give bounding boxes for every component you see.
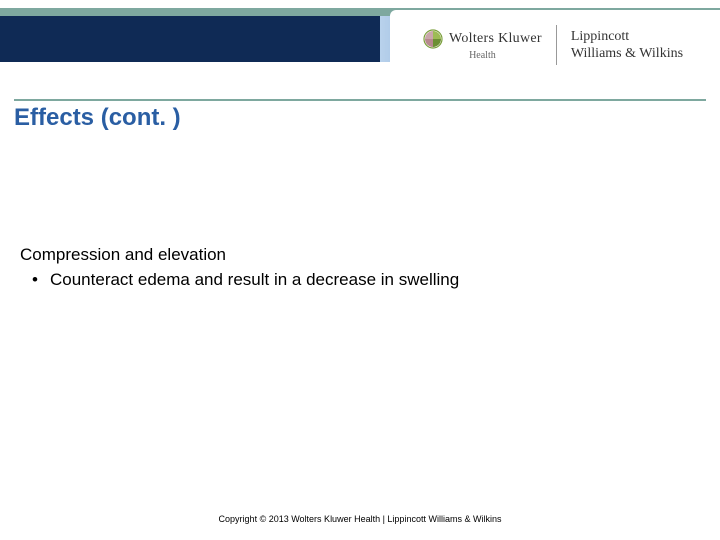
- slide-body: Compression and elevation • Counteract e…: [20, 244, 680, 292]
- copyright-footer: Copyright © 2013 Wolters Kluwer Health |…: [0, 514, 720, 524]
- lippincott-line2: Williams & Wilkins: [571, 45, 683, 63]
- slide-title: Effects (cont. ): [14, 104, 181, 132]
- lippincott-brand: Lippincott Williams & Wilkins: [571, 28, 683, 63]
- lippincott-line1: Lippincott: [571, 28, 683, 46]
- brand-divider: [556, 25, 557, 65]
- title-underline: [14, 99, 706, 101]
- wolters-kluwer-sublabel: Health: [469, 50, 496, 61]
- bullet-text: Counteract edema and result in a decreas…: [50, 269, 680, 292]
- bullet-marker: •: [20, 269, 50, 292]
- publisher-logo-area: Wolters Kluwer Health Lippincott William…: [390, 10, 720, 80]
- header-band: Wolters Kluwer Health Lippincott William…: [0, 0, 720, 76]
- wolters-kluwer-brand: Wolters Kluwer Health: [423, 29, 542, 61]
- wolters-kluwer-label: Wolters Kluwer: [449, 31, 542, 47]
- bullet-item: • Counteract edema and result in a decre…: [20, 269, 680, 292]
- body-heading: Compression and elevation: [20, 244, 680, 267]
- wolters-kluwer-icon: [423, 29, 443, 49]
